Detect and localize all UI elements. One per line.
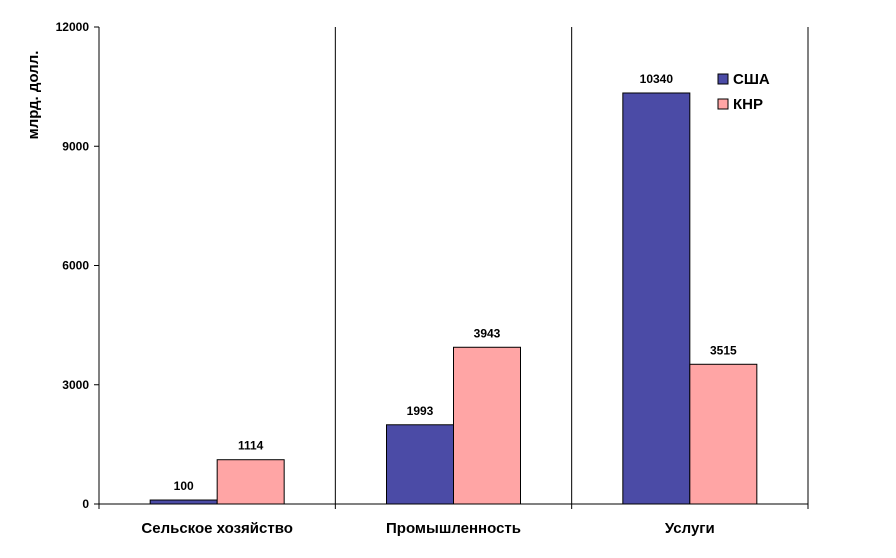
data-label: 1993: [407, 404, 434, 418]
legend-swatch: [717, 73, 729, 85]
plot-area: 0 3000 6000 9000 12000 Сельское хозяйство 100 1…: [25, 20, 809, 537]
legend-swatch: [717, 98, 729, 110]
data-label: 100: [174, 479, 194, 493]
legend-label: КНР: [733, 96, 763, 113]
y-tick-label: 3000: [62, 378, 89, 392]
bar: [386, 424, 454, 505]
bar: [453, 346, 521, 505]
y-tick-label: 9000: [62, 139, 89, 153]
category-label: Сельское хозяйство: [141, 520, 293, 537]
data-label: 1114: [238, 439, 264, 453]
data-label: 10340: [640, 72, 674, 86]
data-label: 3515: [710, 343, 737, 357]
y-tick-label: 0: [82, 497, 89, 511]
y-axis-title: млрд. долл.: [25, 51, 42, 140]
legend-label: США: [733, 71, 770, 88]
bar: [689, 363, 758, 505]
category-label: Промышленность: [386, 520, 521, 537]
bar: [149, 499, 218, 505]
y-tick-label: 12000: [56, 20, 90, 34]
category-label: Услуги: [665, 520, 715, 537]
bar: [216, 459, 285, 505]
y-tick-label: 6000: [62, 259, 89, 273]
data-label: 3943: [474, 326, 501, 340]
bar: [622, 92, 691, 505]
